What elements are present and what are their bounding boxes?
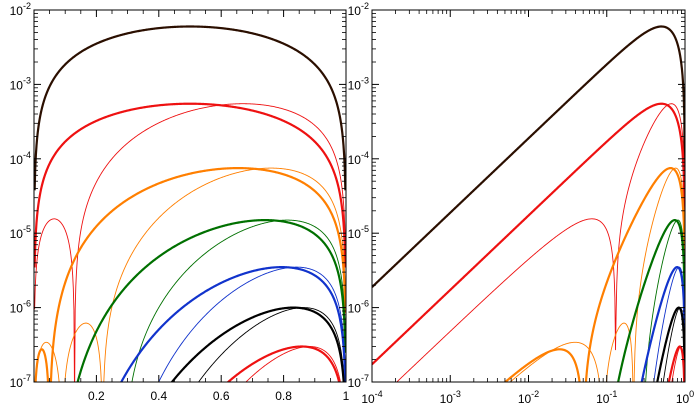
- y-tick-base: 10: [348, 376, 362, 390]
- y-tick-base: 10: [10, 78, 24, 92]
- y-tick-exponent: -6: [23, 299, 31, 309]
- x-tick-exponent: -2: [531, 389, 539, 399]
- y-tick-label: 10-4: [348, 150, 369, 167]
- y-tick-exponent: -3: [361, 75, 369, 85]
- y-tick-exponent: -5: [361, 224, 369, 234]
- y-tick-label: 10-5: [10, 224, 31, 241]
- y-tick-label: 10-4: [10, 150, 31, 167]
- plot-frame: [371, 9, 686, 383]
- x-tick-label: 1: [343, 389, 350, 403]
- y-tick-base: 10: [10, 4, 24, 18]
- y-tick-base: 10: [10, 153, 24, 167]
- y-tick-exponent: -4: [23, 150, 31, 160]
- y-tick-exponent: -7: [23, 373, 31, 383]
- y-tick-base: 10: [348, 78, 362, 92]
- x-tick-base: 10: [440, 392, 454, 406]
- series-line-11: [245, 346, 341, 382]
- series-line-2: [372, 102, 685, 382]
- y-tick-label: 10-2: [348, 1, 369, 18]
- x-tick-exponent: 0: [689, 389, 694, 399]
- series-line-8: [120, 266, 346, 382]
- x-tick-base: 10: [518, 392, 532, 406]
- y-tick-label: 10-6: [348, 299, 369, 316]
- series-line-5: [645, 219, 685, 382]
- y-tick-exponent: -3: [23, 75, 31, 85]
- x-tick-base: 10: [596, 392, 610, 406]
- series-line-1: [34, 103, 346, 382]
- y-tick-base: 10: [10, 376, 24, 390]
- series-line-5: [131, 219, 346, 382]
- y-tick-exponent: -5: [23, 224, 31, 234]
- x-tick-label: 0.8: [275, 389, 292, 403]
- left-panel: 10-710-610-510-410-310-20.2 0.4 0.6 0.8 1: [10, 1, 350, 403]
- series-line-6: [76, 219, 346, 382]
- y-tick-label: 10-3: [10, 75, 31, 92]
- plot-area: [372, 25, 685, 382]
- y-tick-base: 10: [10, 227, 24, 241]
- y-tick-base: 10: [348, 153, 362, 167]
- x-tick-label: 100: [676, 389, 694, 406]
- y-tick-exponent: -4: [361, 150, 369, 160]
- y-tick-base: 10: [348, 4, 362, 18]
- y-tick-label: 10-5: [348, 224, 369, 241]
- series-line-12: [226, 345, 341, 382]
- y-tick-exponent: -7: [361, 373, 369, 383]
- series-line-4: [503, 167, 685, 382]
- x-tick-base: 10: [361, 392, 375, 406]
- series-line-2: [34, 102, 346, 268]
- plot-area: [34, 25, 346, 382]
- series-line-6: [617, 219, 685, 382]
- series-line-4: [34, 167, 346, 382]
- series-line-10: [656, 306, 685, 382]
- series-line-0: [372, 25, 685, 382]
- series-line-1: [396, 103, 685, 382]
- x-tick-exponent: -4: [375, 389, 383, 399]
- x-tick-label: 10-3: [440, 389, 461, 406]
- y-tick-label: 10-3: [348, 75, 369, 92]
- right-panel: 10-710-610-510-410-310-210-4 10-3 10-2 10-1…: [348, 1, 695, 406]
- series-line-9: [198, 307, 345, 382]
- series-line-10: [170, 306, 345, 382]
- x-tick-base: 10: [676, 392, 690, 406]
- series-line-0: [34, 25, 346, 191]
- plot-frame: [33, 9, 347, 383]
- y-tick-label: 10-7: [10, 373, 31, 390]
- y-tick-label: 10-7: [348, 373, 369, 390]
- series-line-3: [509, 167, 685, 382]
- x-tick-label: 0.2: [88, 389, 105, 403]
- x-tick-label: 10-2: [518, 389, 539, 406]
- x-tick-exponent: -3: [453, 389, 461, 399]
- y-tick-exponent: -2: [23, 1, 31, 11]
- y-tick-label: 10-6: [10, 299, 31, 316]
- y-tick-base: 10: [10, 302, 24, 316]
- x-tick-label: 0.4: [150, 389, 167, 403]
- series-line-9: [662, 307, 685, 382]
- y-tick-base: 10: [348, 227, 362, 241]
- y-tick-label: 10-2: [10, 1, 31, 18]
- x-tick-label: 10-4: [361, 389, 382, 406]
- y-tick-exponent: -2: [361, 1, 369, 11]
- y-tick-base: 10: [348, 302, 362, 316]
- x-tick-exponent: -1: [609, 389, 617, 399]
- y-tick-exponent: -6: [361, 299, 369, 309]
- x-tick-label: 10-1: [596, 389, 617, 406]
- series-line-3: [35, 167, 346, 382]
- x-tick-label: 0.6: [213, 389, 230, 403]
